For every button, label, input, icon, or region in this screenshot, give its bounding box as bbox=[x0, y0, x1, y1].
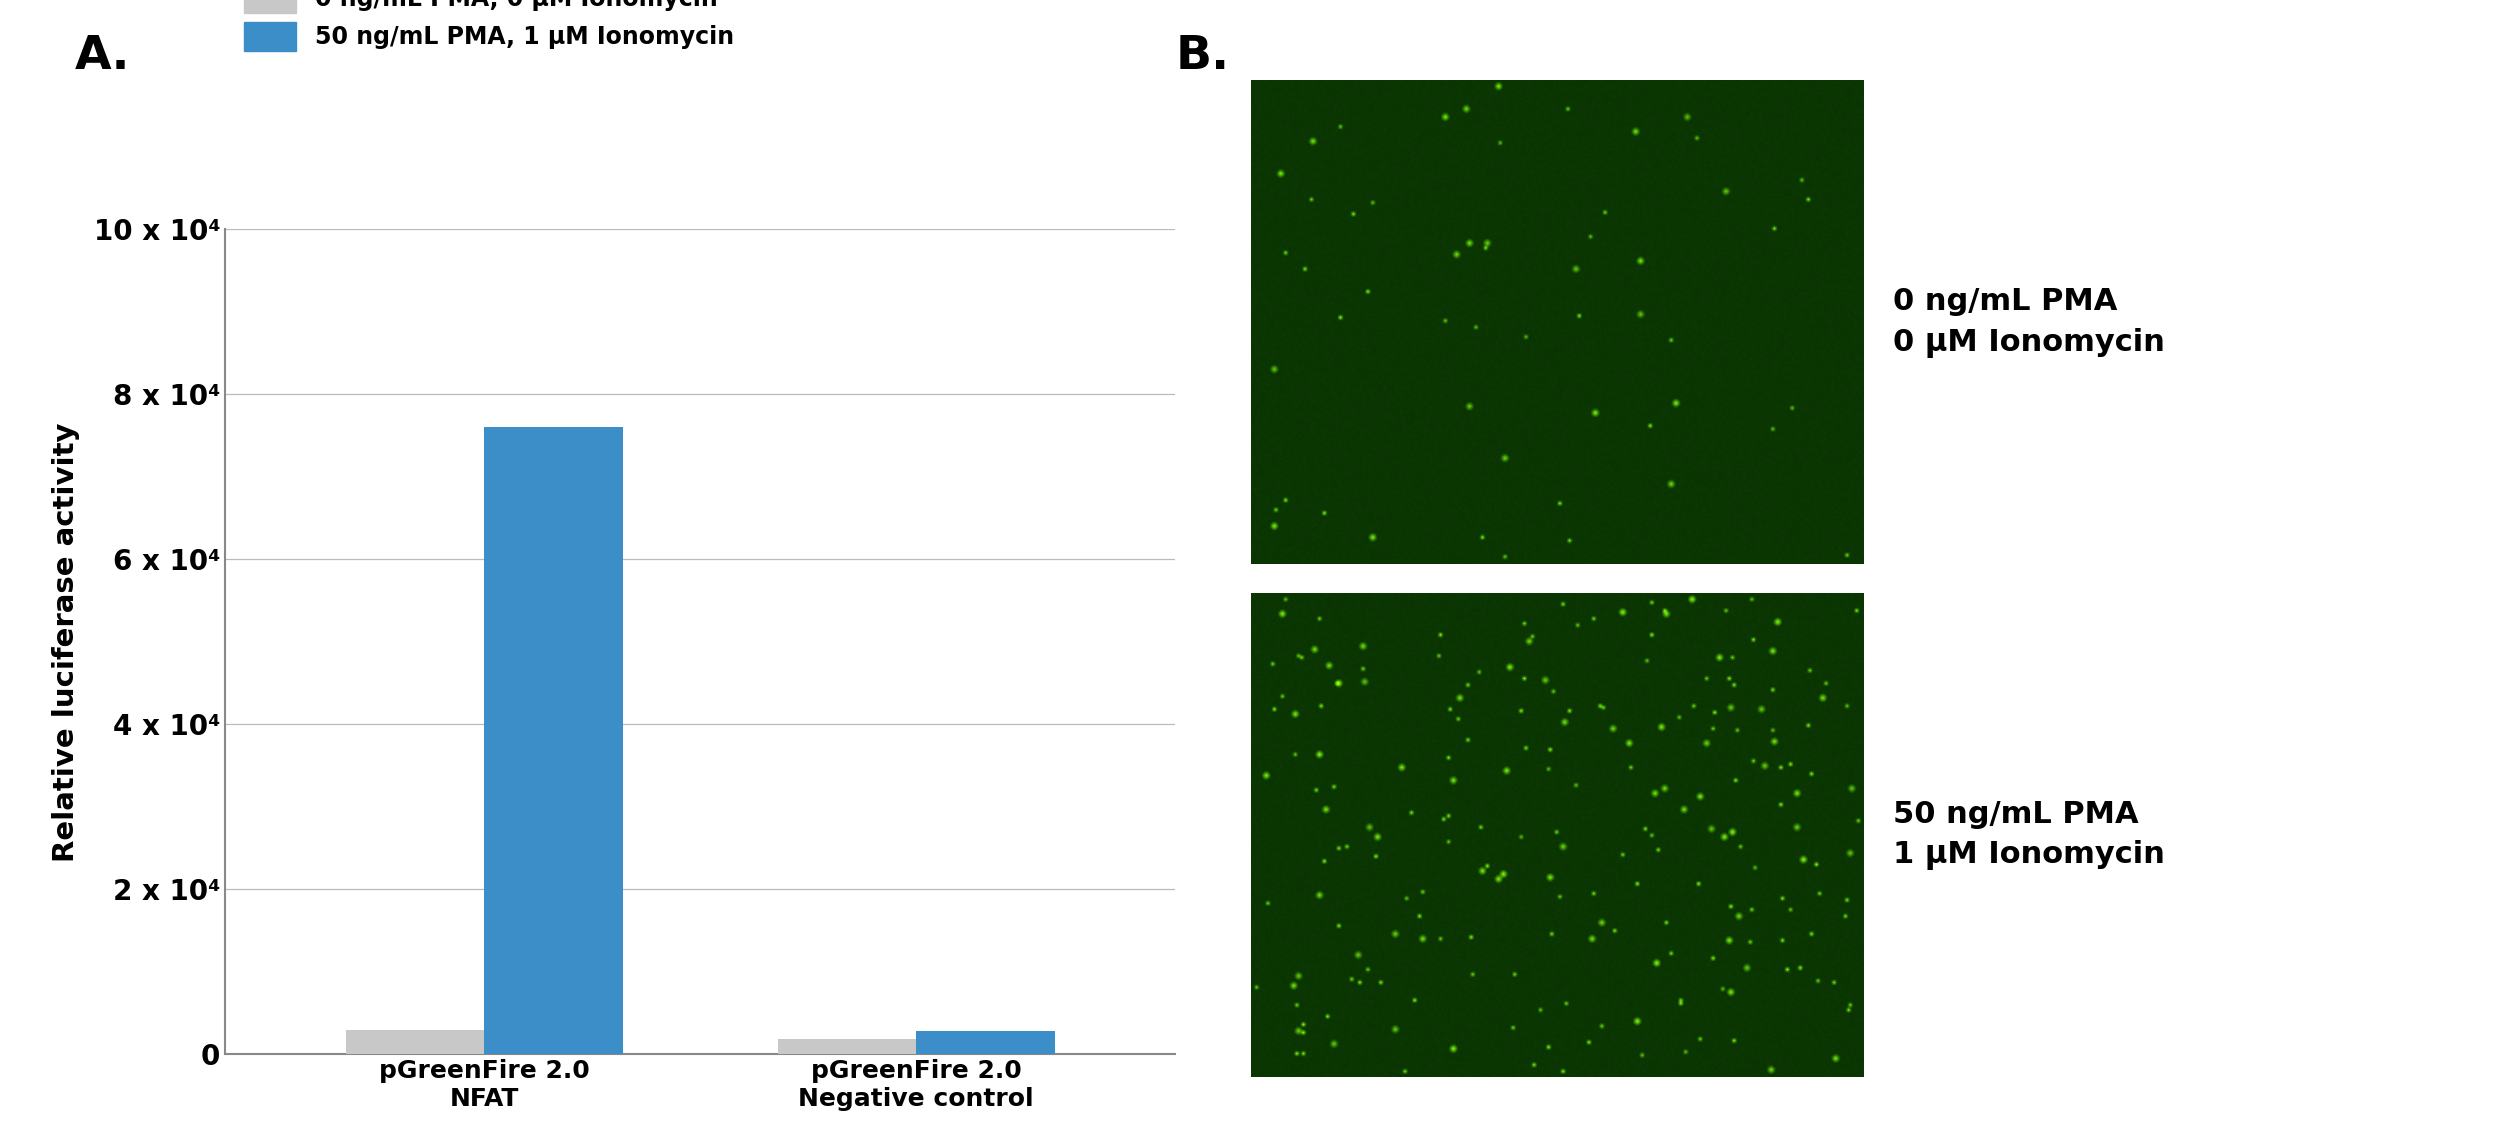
Bar bbox=[345, 1029, 485, 1054]
Bar bbox=[915, 1031, 1055, 1054]
Bar bbox=[778, 1039, 915, 1054]
Text: A.: A. bbox=[75, 34, 130, 79]
Y-axis label: Relative luciferase activity: Relative luciferase activity bbox=[53, 422, 80, 862]
Bar bbox=[485, 427, 623, 1054]
Text: 50 ng/mL PMA
1 μM Ionomycin: 50 ng/mL PMA 1 μM Ionomycin bbox=[1893, 800, 2166, 871]
Text: 0 ng/mL PMA
0 μM Ionomycin: 0 ng/mL PMA 0 μM Ionomycin bbox=[1893, 286, 2166, 358]
Legend: 0 ng/mL PMA, 0 μM Ionomycin, 50 ng/mL PMA, 1 μM Ionomycin: 0 ng/mL PMA, 0 μM Ionomycin, 50 ng/mL PM… bbox=[238, 0, 740, 58]
Text: B.: B. bbox=[1175, 34, 1230, 79]
